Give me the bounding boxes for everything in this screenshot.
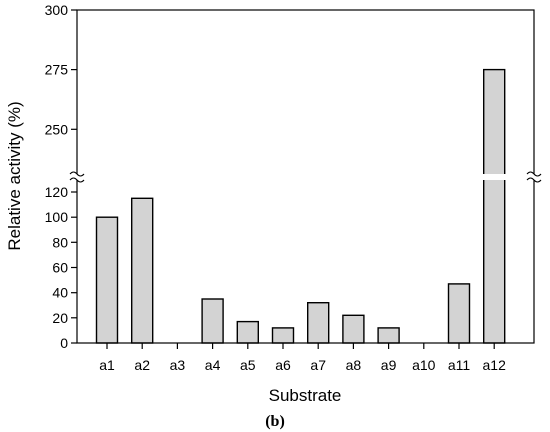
x-tick-label-a6: a6 [275, 357, 291, 373]
y-tick-label-20: 20 [52, 310, 68, 326]
axis-break-right-line-1 [526, 171, 542, 177]
x-tick-label-a11: a11 [448, 357, 471, 373]
axis-break-left-line-2 [69, 177, 85, 183]
x-tick-label-a12: a12 [483, 357, 507, 373]
bar-a5 [236, 320, 260, 344]
y-tick-label-100: 100 [45, 209, 69, 225]
y-tick-label-300: 300 [45, 2, 69, 18]
y-tick-label-120: 120 [45, 184, 69, 200]
bar-a4 [201, 298, 224, 344]
x-tick-label-a1: a1 [99, 357, 115, 373]
bar-a9 [377, 327, 400, 344]
axis-break-gap-right [527, 174, 541, 180]
x-tick-label-a8: a8 [346, 357, 362, 373]
x-tick-label-a2: a2 [134, 357, 150, 373]
y-axis-ticks: 0 20 40 60 80 100 120 250 275 300 [45, 2, 77, 351]
bar-break-gap [482, 174, 507, 180]
bars-group [95, 68, 506, 344]
bar-a2 [130, 197, 154, 344]
x-tick-label-a3: a3 [170, 357, 186, 373]
axis-break-left-line-1 [69, 171, 85, 177]
x-axis-title: Substrate [269, 386, 342, 405]
y-tick-label-40: 40 [52, 285, 68, 301]
x-tick-label-a9: a9 [381, 357, 397, 373]
bar-a11 [447, 283, 471, 344]
y-tick-label-60: 60 [52, 260, 68, 276]
axis-break-gap [70, 174, 84, 180]
x-tick-label-a7: a7 [310, 357, 326, 373]
y-axis-title: Relative activity (%) [5, 101, 24, 250]
bar-a8 [342, 314, 365, 344]
y-tick-label-275: 275 [45, 62, 69, 78]
panel-label: (b) [265, 413, 285, 430]
y-tick-label-250: 250 [45, 121, 69, 137]
x-axis-ticks: a1 a2 a3 a4 a5 a6 a7 a8 a9 a10 a11 a12 [99, 343, 506, 373]
axis-break-group [69, 171, 542, 183]
x-tick-label-a4: a4 [205, 357, 221, 373]
bar-a12 [483, 68, 506, 344]
bar-a7 [307, 302, 330, 344]
y-tick-label-0: 0 [60, 335, 68, 351]
x-tick-label-a10: a10 [412, 357, 436, 373]
axis-break-right-line-2 [526, 177, 542, 183]
y-tick-label-80: 80 [52, 234, 68, 250]
x-tick-label-a5: a5 [240, 357, 256, 373]
bar-a1 [95, 216, 119, 344]
bar-a6 [271, 327, 295, 344]
